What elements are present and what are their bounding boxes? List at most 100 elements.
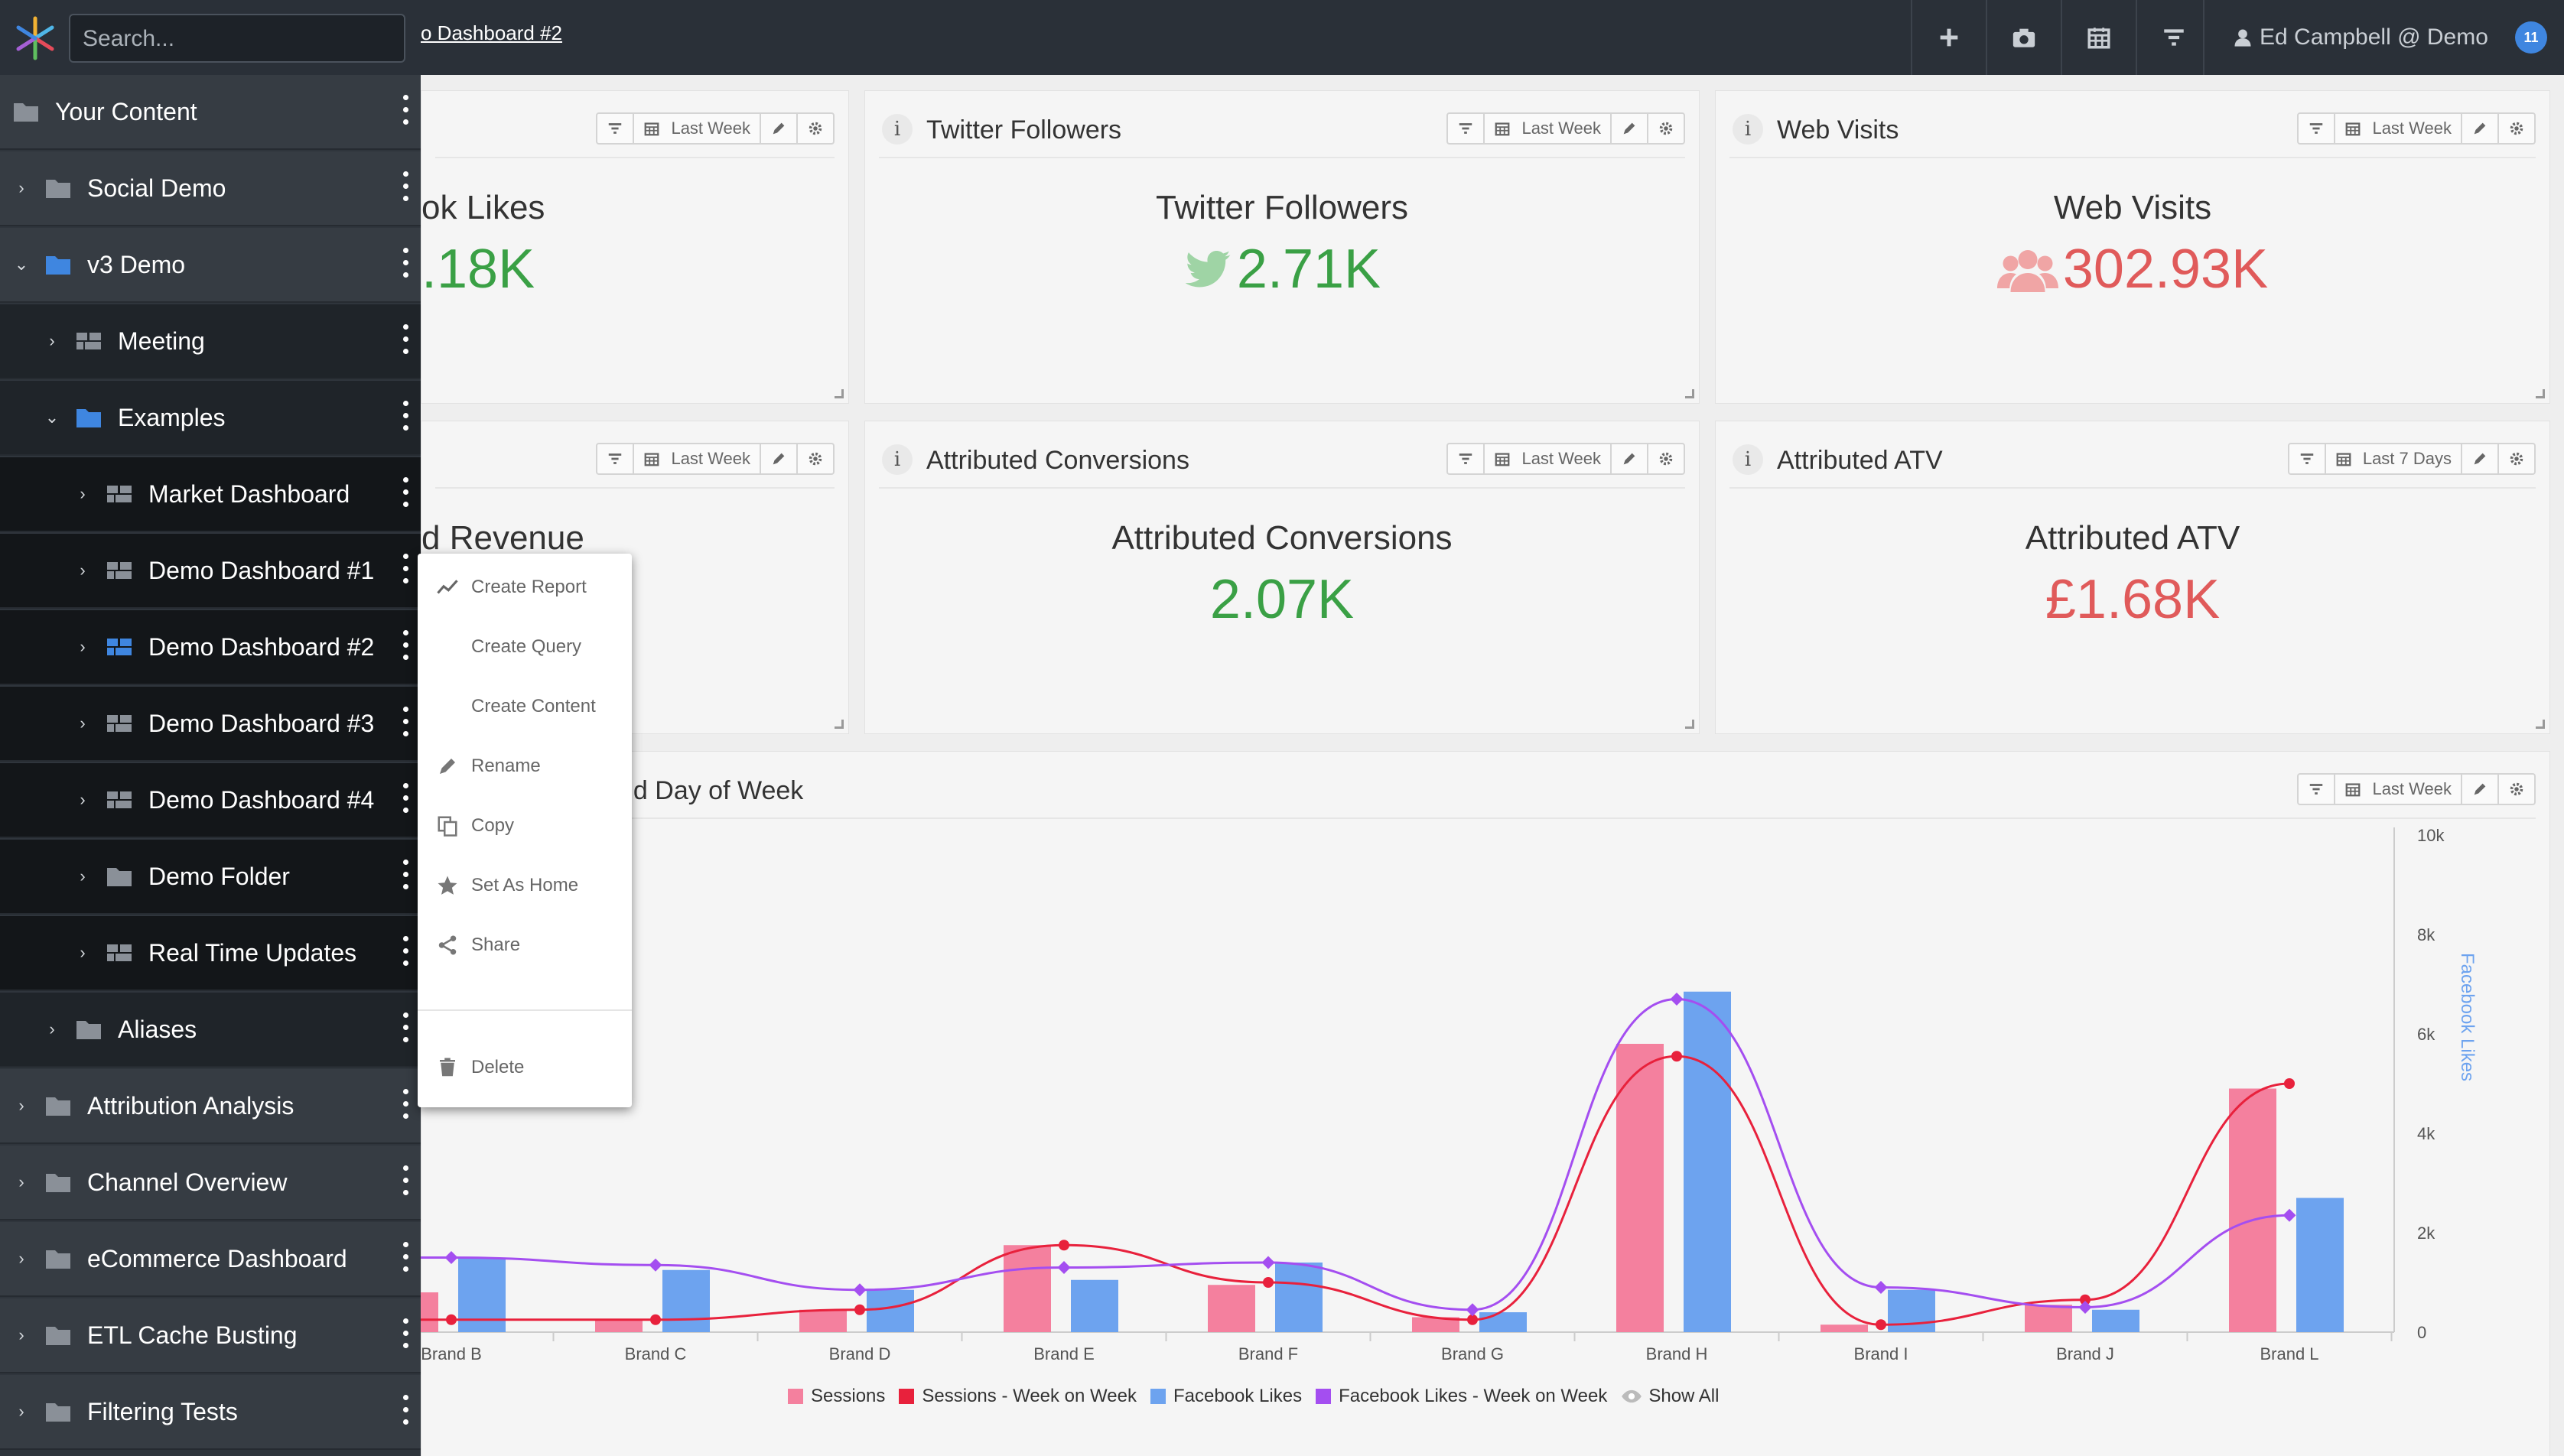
sidebar-item-examples[interactable]: ⌄ Examples	[0, 381, 421, 456]
chevron-right-icon[interactable]: ›	[18, 178, 24, 197]
chevron-right-icon[interactable]: ›	[80, 713, 86, 733]
snapshot-button[interactable]	[1986, 0, 2061, 75]
chevron-right-icon[interactable]: ›	[80, 561, 86, 580]
edit-button[interactable]	[761, 444, 798, 473]
edit-button[interactable]	[1612, 114, 1648, 143]
edit-button[interactable]	[2462, 444, 2499, 473]
date-range-button[interactable]: Last Week	[1485, 114, 1612, 143]
edit-button[interactable]	[2462, 114, 2499, 143]
more-vertical-icon[interactable]	[401, 171, 410, 206]
settings-button[interactable]	[2499, 775, 2534, 804]
sidebar-item-filtering-tests[interactable]: › Filtering Tests	[0, 1375, 421, 1450]
menu-copy[interactable]: Copy	[418, 803, 632, 849]
settings-button[interactable]	[798, 114, 833, 143]
settings-button[interactable]	[1648, 114, 1684, 143]
date-range-button[interactable]: Last Week	[634, 114, 761, 143]
chevron-right-icon[interactable]: ›	[80, 484, 86, 503]
menu-share[interactable]: Share	[418, 922, 632, 968]
more-vertical-icon[interactable]	[401, 936, 410, 971]
chevron-right-icon[interactable]: ›	[18, 1172, 24, 1191]
more-vertical-icon[interactable]	[401, 554, 410, 589]
filter-button[interactable]	[597, 444, 635, 473]
legend-item[interactable]: Sessions	[788, 1386, 885, 1407]
more-vertical-icon[interactable]	[401, 630, 410, 665]
show-all-toggle[interactable]: Show All	[1621, 1386, 1719, 1407]
sidebar-item-social-demo[interactable]: › Social Demo	[0, 151, 421, 226]
menu-set-as-home[interactable]: Set As Home	[418, 863, 632, 908]
more-vertical-icon[interactable]	[401, 477, 410, 512]
breadcrumb[interactable]: o Dashboard #2	[421, 21, 563, 44]
chevron-down-icon[interactable]: ⌄	[14, 255, 29, 274]
filter-button[interactable]	[1448, 114, 1485, 143]
resize-handle[interactable]	[2536, 720, 2545, 729]
notification-badge[interactable]: 11	[2515, 21, 2547, 54]
more-vertical-icon[interactable]	[401, 1089, 410, 1124]
resize-handle[interactable]	[1685, 720, 1694, 729]
more-vertical-icon[interactable]	[401, 248, 410, 283]
chevron-right-icon[interactable]: ›	[49, 1019, 55, 1038]
sidebar-item-demo-dashboard-2[interactable]: › Demo Dashboard #2	[0, 610, 421, 685]
user-menu[interactable]: Ed Campbell @ Demo 11	[2203, 0, 2564, 75]
sidebar-item-demo-dashboard-4[interactable]: › Demo Dashboard #4	[0, 763, 421, 838]
more-vertical-icon[interactable]	[401, 783, 410, 818]
sidebar-item-aliases[interactable]: › Aliases	[0, 993, 421, 1068]
more-vertical-icon[interactable]	[401, 860, 410, 895]
menu-create-report[interactable]: Create Report	[418, 564, 632, 610]
more-vertical-icon[interactable]	[401, 1165, 410, 1201]
edit-button[interactable]	[761, 114, 798, 143]
menu-create-content[interactable]: Create Content	[418, 684, 632, 730]
settings-button[interactable]	[2499, 114, 2534, 143]
filter-button[interactable]	[1448, 444, 1485, 473]
app-logo-icon[interactable]	[11, 14, 60, 63]
sidebar-item-your-content[interactable]: Your Content	[0, 75, 421, 150]
sidebar-item-real-time-updates[interactable]: › Real Time Updates	[0, 916, 421, 991]
menu-create-query[interactable]: Create Query	[418, 624, 632, 670]
resize-handle[interactable]	[835, 389, 844, 398]
settings-button[interactable]	[2499, 444, 2534, 473]
chevron-down-icon[interactable]: ⌄	[44, 408, 60, 427]
sidebar-item-demo-dashboard-3[interactable]: › Demo Dashboard #3	[0, 687, 421, 762]
resize-handle[interactable]	[1685, 389, 1694, 398]
edit-button[interactable]	[2462, 775, 2499, 804]
add-button[interactable]	[1911, 0, 1986, 75]
settings-button[interactable]	[798, 444, 833, 473]
menu-delete[interactable]: Delete	[418, 1045, 632, 1090]
filter-button[interactable]	[2289, 444, 2326, 473]
date-range-button[interactable]: Last Week	[2335, 775, 2462, 804]
sidebar-item-market-dashboard[interactable]: › Market Dashboard	[0, 457, 421, 532]
calendar-button[interactable]	[2061, 0, 2136, 75]
chevron-right-icon[interactable]: ›	[80, 790, 86, 809]
more-vertical-icon[interactable]	[401, 707, 410, 742]
legend-item[interactable]: Facebook Likes - Week on Week	[1316, 1386, 1607, 1407]
resize-handle[interactable]	[2536, 389, 2545, 398]
more-vertical-icon[interactable]	[401, 1395, 410, 1430]
chevron-right-icon[interactable]: ›	[18, 1096, 24, 1115]
chevron-right-icon[interactable]: ›	[80, 943, 86, 962]
date-range-button[interactable]: Last 7 Days	[2326, 444, 2462, 473]
edit-button[interactable]	[1612, 444, 1648, 473]
more-vertical-icon[interactable]	[401, 401, 410, 436]
more-vertical-icon[interactable]	[401, 1012, 410, 1048]
sidebar-item-demo-folder[interactable]: › Demo Folder	[0, 840, 421, 915]
filter-button[interactable]	[2299, 114, 2336, 143]
more-vertical-icon[interactable]	[401, 1318, 410, 1354]
info-icon[interactable]: i	[1733, 444, 1763, 475]
info-icon[interactable]: i	[882, 444, 913, 475]
chevron-right-icon[interactable]: ›	[80, 637, 86, 656]
chevron-right-icon[interactable]: ›	[18, 1325, 24, 1344]
date-range-button[interactable]: Last Week	[1485, 444, 1612, 473]
legend-item[interactable]: Facebook Likes	[1150, 1386, 1302, 1407]
sidebar-item-channel-overview[interactable]: › Channel Overview	[0, 1146, 421, 1220]
sidebar-item-v3-demo[interactable]: ⌄ v3 Demo	[0, 228, 421, 303]
chevron-right-icon[interactable]: ›	[80, 866, 86, 886]
legend-item[interactable]: Sessions - Week on Week	[899, 1386, 1137, 1407]
more-vertical-icon[interactable]	[401, 95, 410, 130]
sidebar-item-demo-dashboard-1[interactable]: › Demo Dashboard #1	[0, 534, 421, 609]
search-input[interactable]: Search...	[69, 14, 405, 63]
more-vertical-icon[interactable]	[401, 324, 410, 359]
info-icon[interactable]: i	[1733, 114, 1763, 145]
filter-button[interactable]	[597, 114, 635, 143]
chevron-right-icon[interactable]: ›	[18, 1402, 24, 1421]
filter-button[interactable]	[2299, 775, 2336, 804]
sidebar-item-ecommerce-dashboard[interactable]: › eCommerce Dashboard	[0, 1222, 421, 1297]
